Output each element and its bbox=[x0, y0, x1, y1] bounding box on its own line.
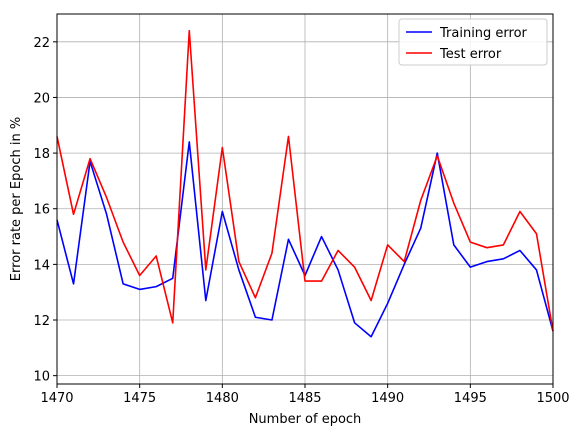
legend: Training error Test error bbox=[398, 18, 548, 66]
legend-label: Test error bbox=[439, 47, 502, 62]
x-tick-label: 1470 bbox=[40, 391, 73, 406]
grid-lines bbox=[56, 14, 554, 384]
x-tick-label: 1495 bbox=[454, 391, 487, 406]
y-tick-label: 10 bbox=[33, 370, 50, 385]
y-tick-label: 16 bbox=[33, 203, 50, 218]
series-line-test-error bbox=[56, 29, 554, 332]
x-tick-label: 1480 bbox=[206, 391, 239, 406]
y-tick-label: 12 bbox=[33, 314, 50, 329]
series-lines bbox=[56, 29, 554, 338]
y-tick-label: 20 bbox=[33, 91, 50, 106]
legend-label: Training error bbox=[439, 26, 528, 41]
x-tick-label: 1485 bbox=[288, 391, 321, 406]
y-axis-label: Error rate per Epoch in % bbox=[9, 117, 24, 281]
y-tick-label: 22 bbox=[33, 36, 50, 51]
x-tick-label: 1490 bbox=[371, 391, 404, 406]
x-axis-label: Number of epoch bbox=[249, 412, 362, 427]
axis-ticks: 1470 1475 1480 1485 1490 1495 1500 10 12 14 16 18 20… bbox=[33, 36, 569, 406]
x-tick-label: 1500 bbox=[536, 391, 569, 406]
y-tick-label: 18 bbox=[33, 147, 50, 162]
y-tick-label: 14 bbox=[33, 258, 50, 273]
x-tick-label: 1475 bbox=[123, 391, 156, 406]
legend-box bbox=[398, 18, 548, 66]
